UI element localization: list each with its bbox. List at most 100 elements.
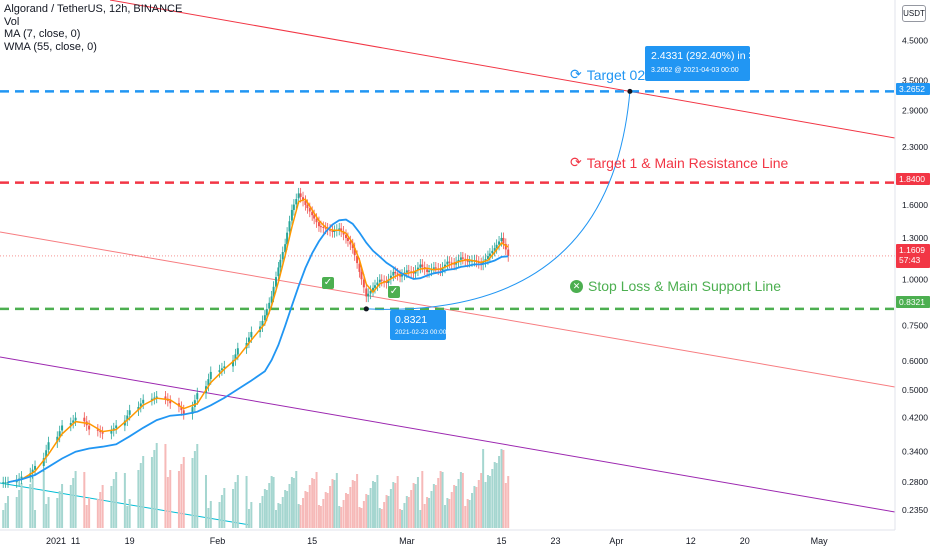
volume-bar <box>399 509 402 528</box>
candle-body <box>164 396 167 399</box>
wma-line <box>7 218 509 484</box>
candle-body <box>329 229 332 231</box>
target2-label: Target 02 <box>586 66 646 83</box>
candle-body <box>414 270 417 274</box>
volume-bar <box>137 470 140 528</box>
volume-bar <box>20 483 23 528</box>
candle-body <box>277 267 280 277</box>
projection-callout[interactable]: 2.4331 (292.40%) in 39d 3.2652 @ 2021-04… <box>645 46 766 81</box>
price-tick-label: 0.7500 <box>902 320 928 330</box>
price-tick-label: 0.3400 <box>902 446 928 456</box>
volume-bar <box>423 504 426 528</box>
candle-body <box>443 264 446 268</box>
stop-loss-label: Stop Loss & Main Support Line <box>588 278 782 294</box>
volume-bar <box>428 498 431 528</box>
candle-body <box>504 243 507 250</box>
checkmark-icon[interactable]: ✓ <box>322 277 334 289</box>
price-tick-label: 0.2800 <box>902 477 928 487</box>
volume-bar <box>432 484 435 528</box>
volume-bar <box>308 485 311 528</box>
volume-bar <box>362 501 365 528</box>
candle-body <box>376 282 379 286</box>
legend-wma[interactable]: WMA (55, close, 0) <box>4 40 97 53</box>
refresh-icon: ⟳ <box>570 154 582 170</box>
candle-body <box>110 431 113 434</box>
candle-body <box>61 425 64 431</box>
volume-bar <box>410 490 413 528</box>
volume-bar <box>349 487 352 528</box>
volume-bar <box>180 464 183 528</box>
candle-body <box>193 400 196 407</box>
volume-bar <box>365 494 368 528</box>
candle-body <box>315 218 318 223</box>
volume-bar <box>396 476 399 528</box>
candle-body <box>319 226 322 228</box>
volume-bar <box>69 485 72 528</box>
volume-bar <box>317 505 320 528</box>
volume-bar <box>450 492 453 528</box>
volume-bar <box>232 489 235 528</box>
candle-body <box>367 293 370 297</box>
currency-badge[interactable]: USDT <box>902 5 926 22</box>
candle-body <box>232 360 235 367</box>
volume-bar <box>99 492 102 528</box>
candle-body <box>191 407 194 414</box>
volume-bar <box>292 478 295 528</box>
volume-bar <box>459 472 462 528</box>
volume-bar <box>220 495 223 528</box>
volume-bar <box>329 486 332 528</box>
candle-body <box>380 279 383 281</box>
volume-bar <box>394 483 397 528</box>
candle-body <box>466 260 469 262</box>
low-callout[interactable]: 0.8321 2021-02-23 00:00 <box>390 310 446 340</box>
volume-bar <box>331 479 334 528</box>
legend-symbol[interactable]: Algorand / TetherUS, 12h, BINANCE <box>4 3 183 15</box>
candle-body <box>34 466 37 470</box>
volume-bar <box>473 486 476 528</box>
candle-body <box>459 257 462 260</box>
legend-ma[interactable]: MA (7, close, 0) <box>4 28 81 40</box>
volume-bar <box>412 483 415 528</box>
candle-body <box>236 348 239 355</box>
candle-body <box>4 482 7 484</box>
volume-bar <box>169 470 172 528</box>
candle-body <box>353 248 356 256</box>
volume-bar <box>434 485 437 528</box>
volume-bar <box>279 504 282 528</box>
candle-body <box>96 429 99 431</box>
checkmark-icon[interactable]: ✓ <box>388 286 400 298</box>
volume-bar <box>326 493 329 528</box>
volume-bar <box>378 508 381 528</box>
candle-body <box>331 230 334 232</box>
candle-body <box>365 288 368 297</box>
target1-annotation[interactable]: ⟳ Target 1 & Main Resistance Line <box>570 154 788 171</box>
candle-body <box>286 232 289 245</box>
candle-body <box>155 396 158 398</box>
volume-bar <box>407 497 410 528</box>
price-tick-label: 2.3000 <box>902 142 928 152</box>
volume-bar <box>110 486 113 528</box>
volume-bar <box>464 506 467 528</box>
candle-body <box>405 270 408 273</box>
volume-bar <box>115 472 118 528</box>
volume-bar <box>177 471 180 528</box>
volume-bar <box>47 497 50 528</box>
legend-volume[interactable]: Vol <box>4 15 20 28</box>
candle-body <box>387 279 390 283</box>
volume-bar <box>259 503 262 528</box>
target2-annotation[interactable]: ⟳ Target 02 <box>570 66 645 83</box>
candle-body <box>128 410 131 415</box>
price-tick-label: 0.2350 <box>902 505 928 515</box>
candle-body <box>346 237 349 242</box>
volume-bar <box>209 501 212 528</box>
candle-body <box>507 249 510 257</box>
volume-bar <box>380 509 383 528</box>
volume-bar <box>405 496 408 528</box>
volume-bar <box>7 496 9 528</box>
volume-bar <box>142 456 145 528</box>
candle-body <box>142 399 145 404</box>
time-tick-label: 12 <box>686 536 696 546</box>
volume-bar <box>234 482 237 528</box>
stop-loss-annotation[interactable]: ✕ Stop Loss & Main Support Line <box>570 278 781 294</box>
